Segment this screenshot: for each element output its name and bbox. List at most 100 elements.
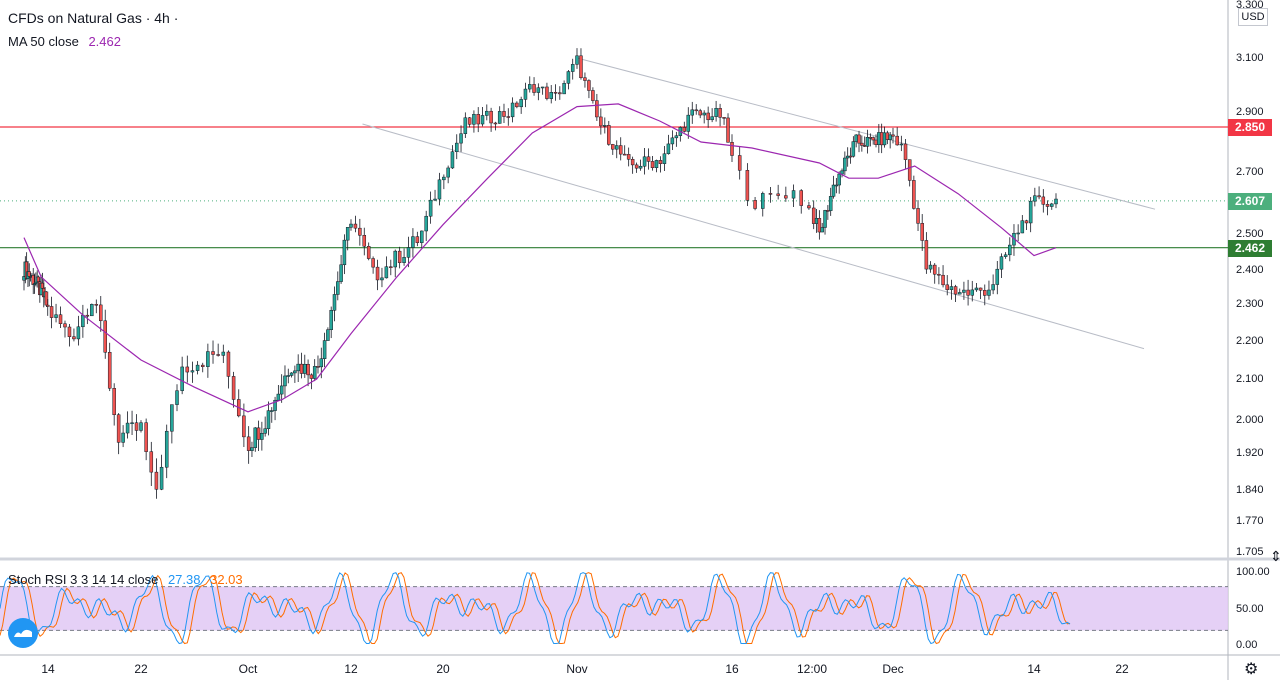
candle — [211, 340, 215, 364]
candle — [130, 410, 134, 435]
candle — [200, 362, 205, 373]
candle — [273, 396, 277, 421]
candle — [916, 200, 920, 232]
tradingview-logo-icon[interactable] — [8, 618, 38, 648]
candle — [575, 48, 579, 69]
candle — [393, 249, 397, 278]
candle — [270, 407, 274, 423]
candle — [175, 384, 179, 412]
candle — [666, 134, 671, 155]
candle — [506, 108, 511, 126]
candle — [540, 86, 545, 95]
time-tick-label: 20 — [436, 662, 450, 676]
candle — [424, 210, 428, 242]
candle — [480, 107, 485, 127]
candle — [903, 139, 908, 169]
candle — [843, 151, 847, 176]
candle — [45, 299, 50, 316]
candle — [1054, 193, 1058, 209]
candle — [90, 303, 94, 317]
time-tick-label: 22 — [134, 662, 148, 676]
candle — [76, 315, 81, 346]
candle — [332, 286, 337, 322]
candle — [190, 361, 195, 383]
candle — [706, 106, 710, 128]
candle — [710, 108, 714, 123]
price-tick-label: 2.700 — [1236, 166, 1264, 178]
candle — [630, 156, 635, 174]
candle — [702, 110, 706, 124]
candle — [638, 159, 643, 171]
candle — [339, 255, 343, 284]
candle — [912, 175, 916, 210]
plot-background — [0, 0, 1228, 680]
candle — [411, 228, 415, 258]
candle — [433, 189, 437, 202]
time-tick-label: Nov — [566, 662, 588, 676]
stoch-tick-label: 100.00 — [1236, 566, 1270, 578]
candle — [476, 107, 480, 133]
price-tick-label: 3.300 — [1236, 0, 1264, 11]
candle — [784, 186, 788, 202]
stoch-d-line — [0, 572, 1071, 645]
candle — [362, 227, 367, 256]
currency-badge[interactable]: USD — [1238, 8, 1268, 26]
candle — [139, 420, 143, 433]
candle — [415, 231, 420, 247]
gear-icon[interactable]: ⚙ — [1244, 661, 1259, 678]
candle — [353, 215, 358, 233]
candle — [953, 284, 958, 302]
candle — [690, 101, 695, 124]
candle — [579, 48, 583, 80]
trend-line-0 — [576, 57, 1156, 210]
candle — [336, 271, 340, 301]
price-tick-label: 2.300 — [1236, 298, 1264, 310]
candle — [1033, 187, 1037, 207]
candle — [260, 421, 264, 451]
stoch-legend: Stoch RSI 3 3 14 14 close 27.38 32.03 — [8, 572, 243, 587]
candle — [570, 58, 575, 80]
candle — [428, 191, 433, 224]
candle — [626, 147, 631, 167]
candle — [966, 279, 970, 306]
candle — [591, 87, 595, 104]
candle — [510, 97, 515, 123]
candle — [519, 96, 523, 114]
candle — [618, 137, 623, 161]
candle — [726, 113, 730, 143]
candle — [195, 361, 200, 375]
candle — [246, 426, 251, 464]
time-tick-label: 22 — [1115, 662, 1129, 676]
candle — [253, 427, 258, 452]
candle — [493, 121, 498, 131]
candle — [817, 210, 822, 240]
pane-resize-icon[interactable]: ⇕ — [1270, 548, 1280, 564]
candle — [650, 156, 655, 171]
candle — [116, 413, 121, 455]
candle — [1037, 186, 1041, 200]
candle — [358, 218, 362, 246]
candle — [634, 162, 639, 173]
ma-value: 2.462 — [88, 34, 121, 49]
candle — [250, 441, 254, 457]
candle — [895, 127, 899, 146]
candle — [871, 136, 875, 145]
candle — [375, 259, 380, 291]
candle — [791, 184, 796, 207]
candle — [1041, 189, 1046, 213]
candle — [860, 135, 864, 152]
candle — [286, 368, 291, 384]
candle — [536, 83, 541, 101]
price-tick-label: 2.500 — [1236, 228, 1264, 240]
price-tick-label: 2.400 — [1236, 264, 1264, 276]
candle — [932, 263, 937, 284]
candle — [549, 85, 553, 104]
time-tick-label: Dec — [882, 662, 904, 676]
trend-line-1 — [362, 123, 1145, 350]
stoch-label: Stoch RSI 3 3 14 14 close — [8, 572, 159, 587]
candle — [289, 372, 294, 378]
candle — [820, 222, 824, 233]
candle — [888, 131, 892, 149]
candle — [834, 177, 839, 194]
